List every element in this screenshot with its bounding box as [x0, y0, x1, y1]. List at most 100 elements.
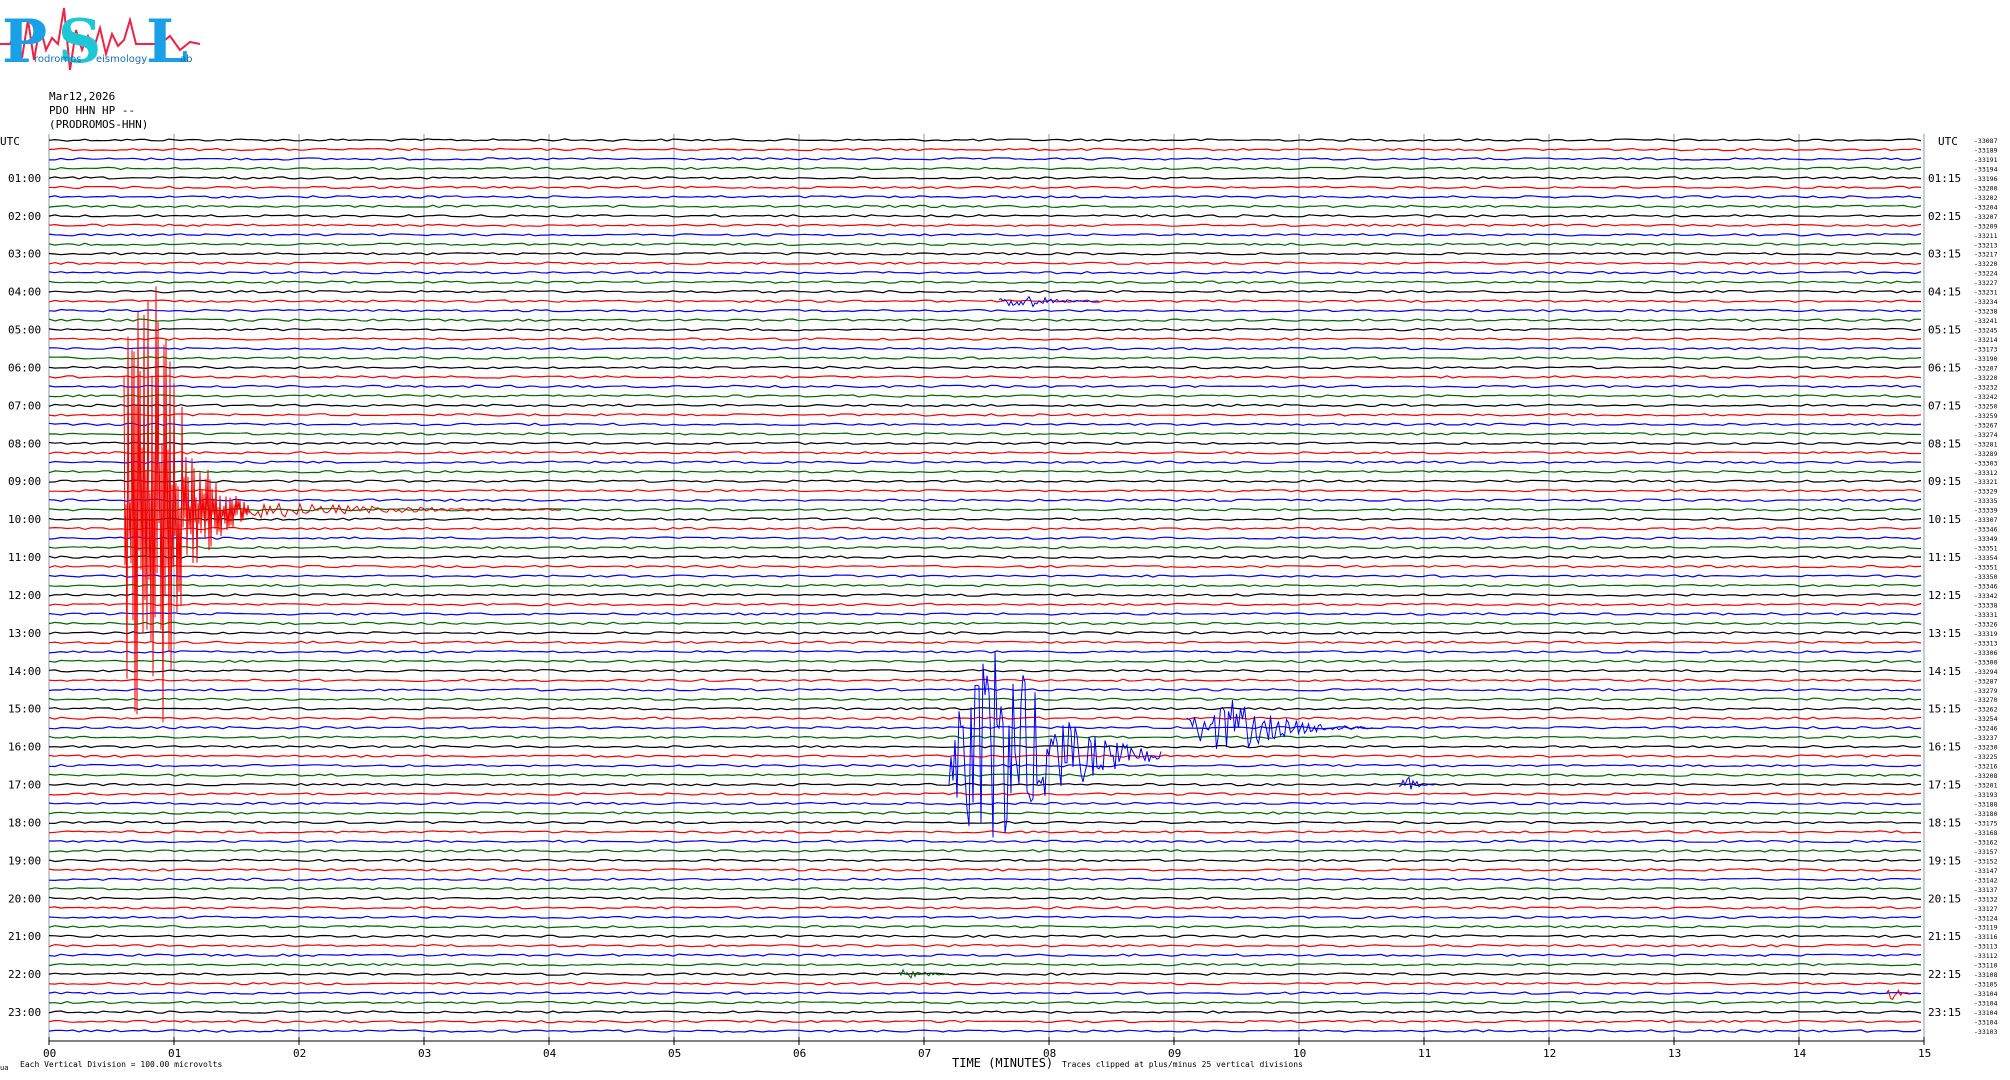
event-bursts — [123, 286, 1911, 1001]
trace-value-label: -33104 — [1974, 990, 1998, 998]
trace-row-86 — [48, 953, 1922, 957]
trace-row-88 — [48, 972, 1922, 976]
left-hour-label: 14:00 — [8, 665, 41, 678]
trace-row-8 — [48, 214, 1922, 218]
trace-row-22 — [48, 346, 1922, 351]
trace-value-label: -33213 — [1974, 241, 1998, 249]
trace-value-label: -33242 — [1974, 393, 1998, 401]
trace-value-label: -33238 — [1974, 308, 1998, 316]
trace-row-38 — [48, 498, 1922, 502]
trace-row-7 — [48, 204, 1922, 209]
trace-row-41 — [48, 526, 1922, 531]
trace-value-label: -33108 — [1974, 971, 1998, 979]
trace-value-label: -33250 — [1974, 402, 1998, 410]
trace-row-15 — [48, 280, 1922, 284]
right-hour-label: 15:15 — [1928, 703, 1961, 716]
event-burst-0 — [123, 286, 562, 723]
trace-value-label: -33202 — [1974, 194, 1998, 202]
trace-row-63 — [48, 735, 1922, 739]
trace-row-60 — [48, 706, 1921, 711]
trace-value-label: -33217 — [1974, 251, 1998, 259]
trace-row-24 — [48, 365, 1922, 370]
x-tick-label: 15 — [1918, 1047, 1931, 1060]
trace-row-52 — [48, 631, 1922, 635]
trace-value-label: -33254 — [1974, 715, 1998, 723]
trace-row-92 — [48, 1010, 1922, 1014]
trace-row-20 — [48, 327, 1922, 332]
trace-row-77 — [48, 868, 1922, 872]
time-axis-labels: 00 01 02 03 04 05 06 07 08 09 10 11 12 13 14 15 — [43, 1047, 1931, 1060]
trace-row-4 — [48, 176, 1922, 180]
trace-value-label: -33104 — [1974, 1009, 1998, 1017]
trace-value-label: -33188 — [1974, 801, 1998, 809]
trace-value-label: -33346 — [1974, 583, 1998, 591]
left-hour-label: 13:00 — [8, 627, 41, 640]
trace-value-label: -33142 — [1974, 876, 1998, 884]
trace-value-label: -33204 — [1974, 203, 1998, 211]
trace-row-26 — [48, 384, 1922, 389]
trace-row-25 — [48, 375, 1922, 379]
trace-value-label: -33214 — [1974, 336, 1998, 344]
right-hour-label: 12:15 — [1928, 589, 1961, 602]
trace-row-84 — [48, 934, 1922, 938]
trace-value-label: -33194 — [1974, 165, 1998, 173]
trace-row-12 — [48, 251, 1922, 256]
trace-value-label: -33220 — [1974, 374, 1998, 382]
x-tick-label: 02 — [293, 1047, 306, 1060]
trace-value-label: -33232 — [1974, 383, 1998, 391]
trace-value-label: -33335 — [1974, 497, 1998, 505]
trace-row-47 — [48, 583, 1922, 588]
right-hour-label: 18:15 — [1928, 816, 1961, 829]
x-tick-label: 10 — [1293, 1047, 1306, 1060]
trace-value-label: -33342 — [1974, 592, 1998, 600]
trace-row-40 — [48, 517, 1922, 521]
trace-row-2 — [49, 157, 1922, 161]
left-hour-label: 18:00 — [8, 816, 41, 829]
trace-value-label: -33173 — [1974, 346, 1998, 354]
right-hour-label: 06:15 — [1928, 361, 1961, 374]
trace-row-32 — [48, 441, 1922, 446]
logo-word-1: rodromos — [34, 54, 81, 65]
left-hour-label: 11:00 — [8, 551, 41, 564]
trace-row-64 — [48, 744, 1922, 749]
trace-row-44 — [48, 555, 1922, 559]
logo-letter-s: S — [58, 7, 101, 77]
trace-value-label: -33231 — [1974, 289, 1998, 297]
trace-row-85 — [48, 943, 1922, 948]
x-tick-label: 13 — [1668, 1047, 1681, 1060]
trace-row-34 — [48, 460, 1922, 464]
trace-row-82 — [48, 915, 1922, 920]
trace-row-70 — [48, 801, 1922, 806]
trace-row-69 — [48, 792, 1922, 796]
trace-value-label: -33116 — [1974, 933, 1998, 941]
trace-row-94 — [48, 1029, 1922, 1033]
trace-value-label: -33189 — [1974, 146, 1998, 154]
trace-value-label: -33193 — [1974, 791, 1998, 799]
trace-value-label: -33211 — [1974, 232, 1998, 240]
trace-value-label: -33307 — [1974, 516, 1998, 524]
trace-value-label: -33237 — [1974, 734, 1998, 742]
trace-value-label: -33279 — [1974, 687, 1998, 695]
right-hour-label: 05:15 — [1928, 324, 1961, 337]
trace-row-61 — [48, 716, 1922, 720]
trace-row-45 — [48, 564, 1922, 569]
trace-row-14 — [48, 270, 1922, 275]
trace-value-label: -33207 — [1974, 213, 1998, 221]
trace-value-label: -33326 — [1974, 620, 1998, 628]
trace-row-23 — [48, 356, 1922, 360]
trace-value-label: -33246 — [1974, 725, 1998, 733]
left-hour-label: 06:00 — [8, 361, 41, 374]
trace-value-label: -33119 — [1974, 924, 1998, 932]
trace-value-label: -33262 — [1974, 706, 1998, 714]
right-hour-label: 04:15 — [1928, 286, 1961, 299]
trace-value-label: -33224 — [1974, 270, 1998, 278]
trace-row-59 — [48, 697, 1922, 701]
trace-row-0 — [48, 138, 1922, 142]
trace-value-label: -33220 — [1974, 260, 1998, 268]
right-hour-label: 22:15 — [1928, 968, 1961, 981]
right-hour-label: 13:15 — [1928, 627, 1961, 640]
trace-value-label: -33300 — [1974, 658, 1998, 666]
trace-value-label: -33245 — [1974, 327, 1998, 335]
trace-value-label: -33200 — [1974, 184, 1998, 192]
x-tick-label: 11 — [1418, 1047, 1431, 1060]
